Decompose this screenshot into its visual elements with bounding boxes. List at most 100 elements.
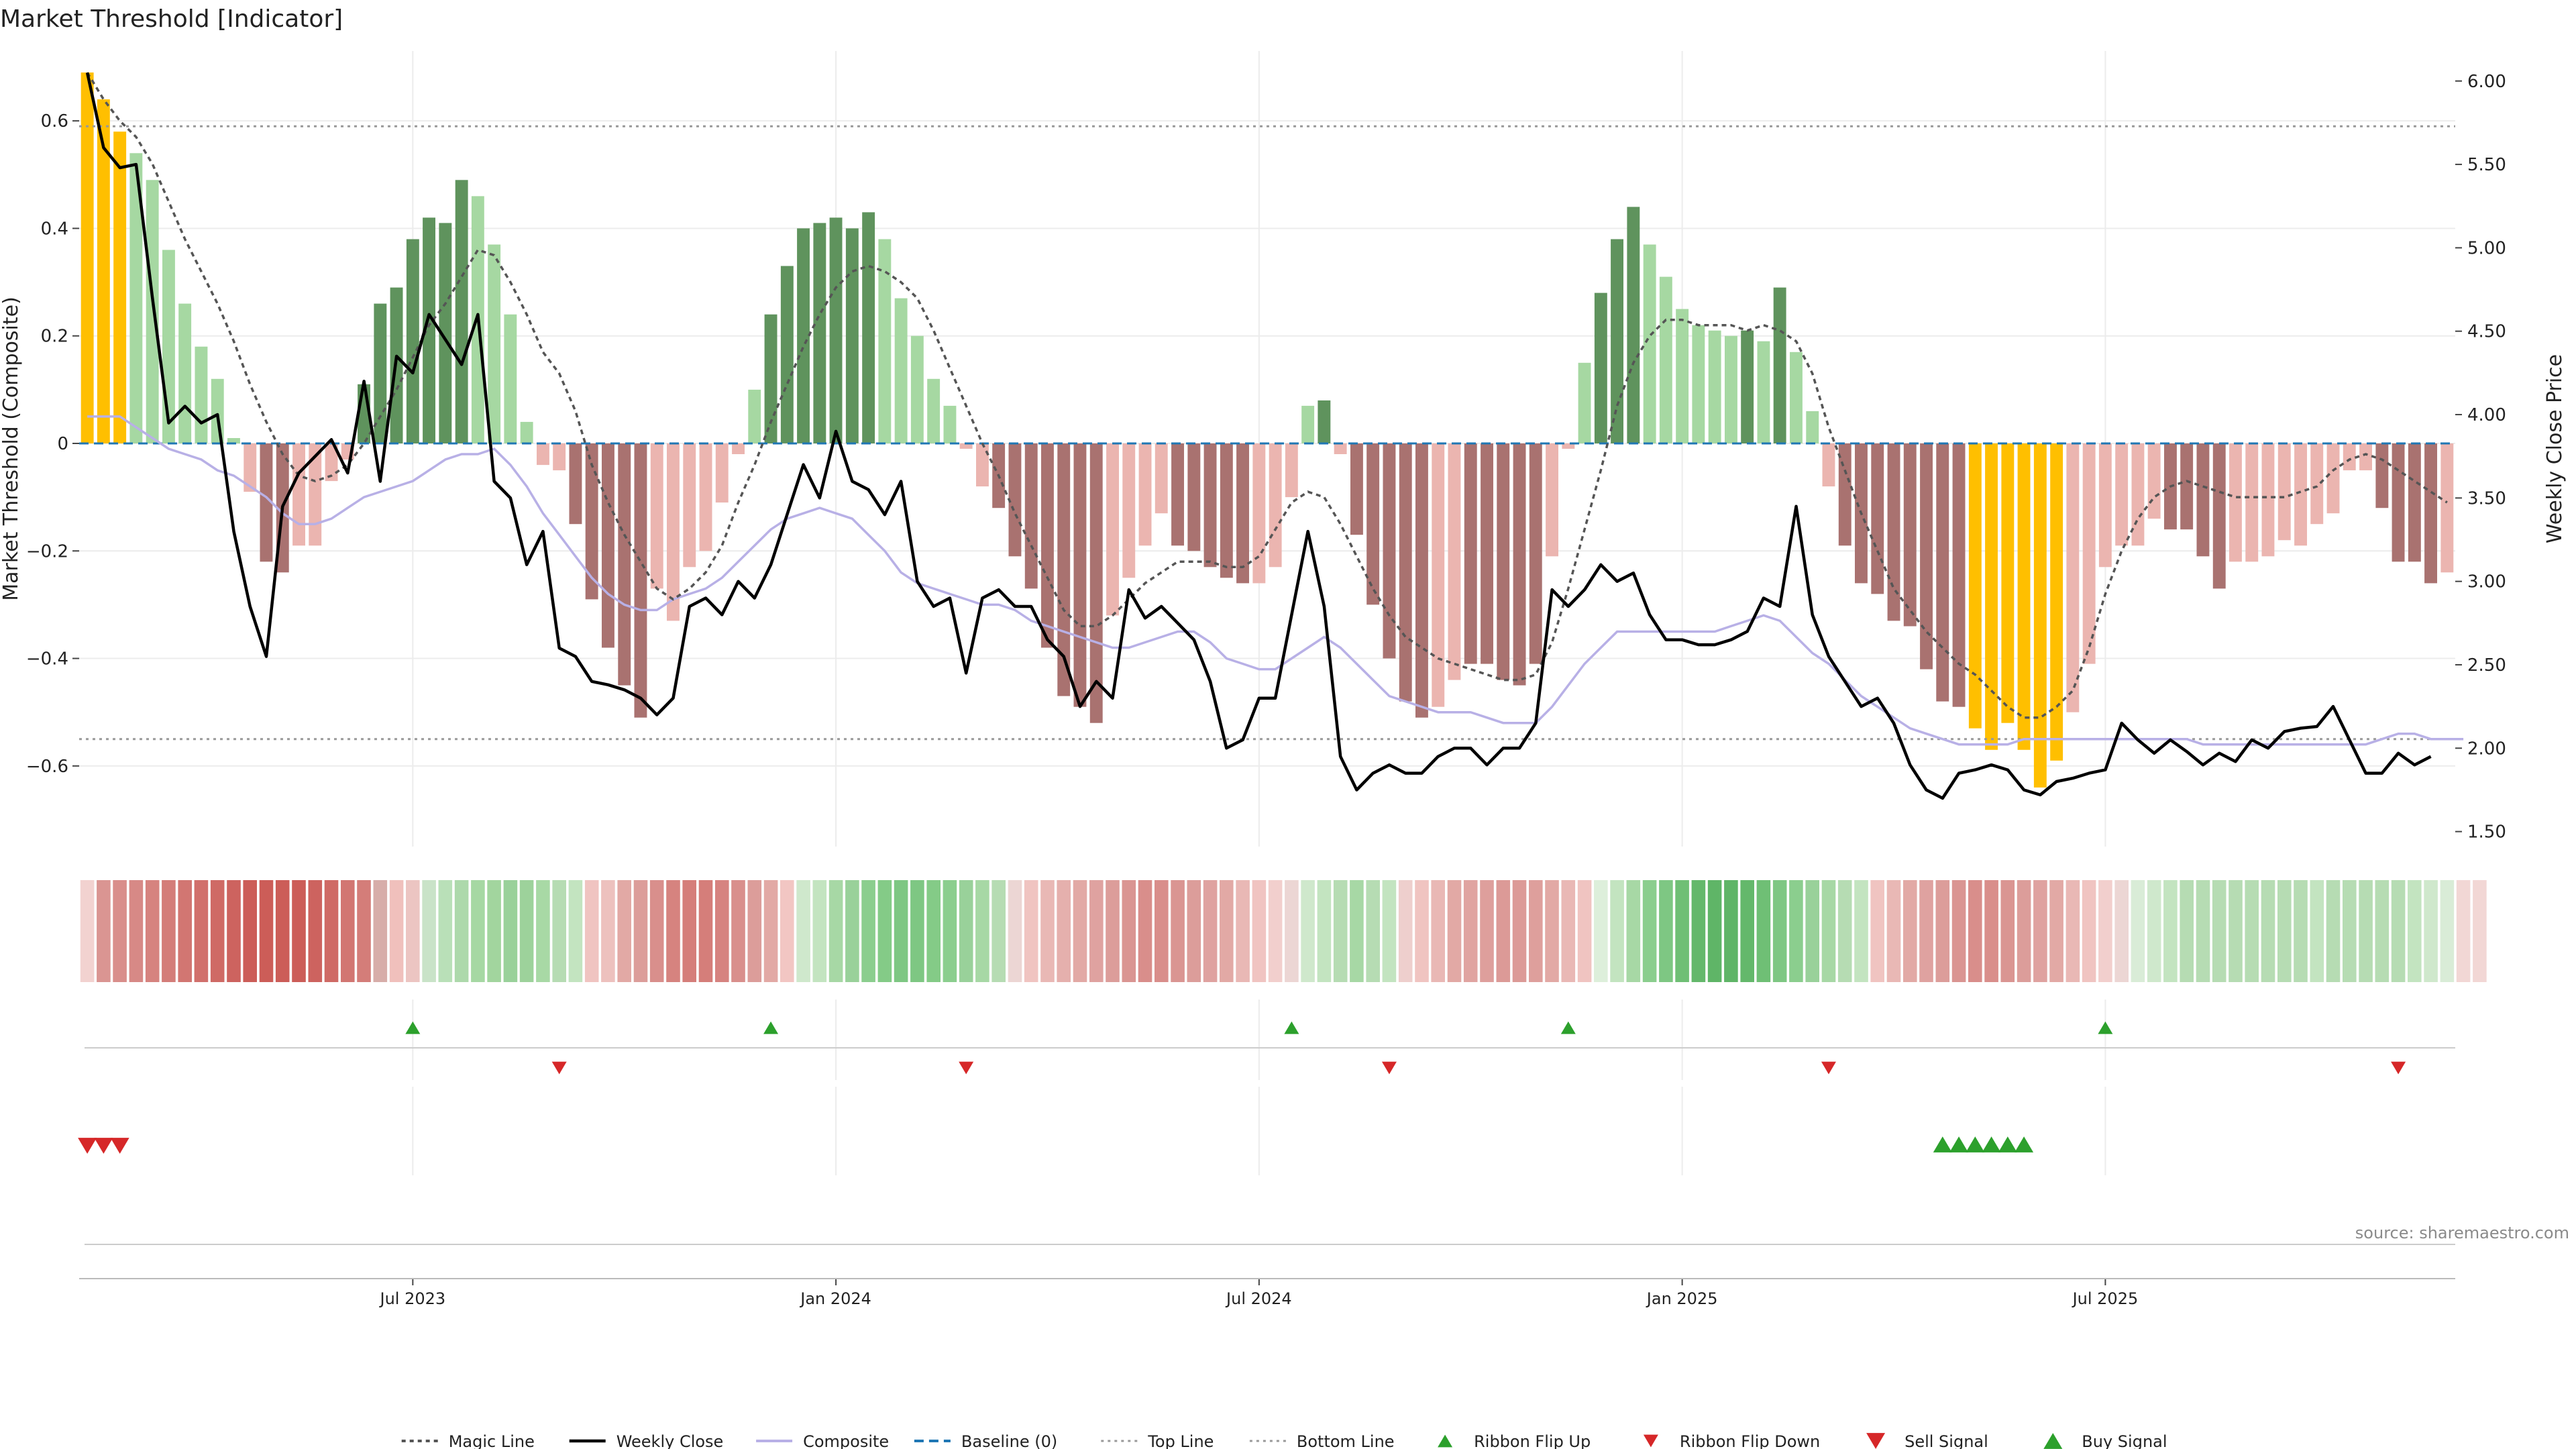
- y-left-tick-label: −0.4: [26, 649, 68, 669]
- legend-label: Baseline (0): [961, 1432, 1057, 1449]
- ribbon-cell: [1138, 880, 1152, 982]
- legend-label: Sell Signal: [1904, 1432, 1988, 1449]
- composite-bar: [732, 443, 745, 454]
- ribbon-cell: [584, 880, 599, 982]
- composite-bar: [2326, 443, 2340, 514]
- ribbon-cell: [275, 880, 290, 982]
- ribbon-cell: [2277, 880, 2292, 982]
- composite-bar: [1138, 443, 1152, 546]
- composite-bar: [423, 217, 435, 443]
- ribbon-cell: [162, 880, 176, 982]
- ribbon-cell: [1024, 880, 1038, 982]
- composite-bar: [1757, 341, 1770, 443]
- sell-signal-marker: [78, 1138, 97, 1154]
- legend-weekly-close: Weekly Close: [569, 1432, 724, 1449]
- composite-bar: [1448, 443, 1461, 680]
- legend-bottom-line: Bottom Line: [1249, 1432, 1395, 1449]
- ribbon-cell: [1935, 880, 1950, 982]
- ribbon-cell: [519, 880, 534, 982]
- ribbon-cell: [1398, 880, 1413, 982]
- ribbon-cell: [243, 880, 257, 982]
- ribbon-cell: [1870, 880, 1884, 982]
- composite-bar: [1611, 239, 1623, 443]
- ribbon-cell: [1301, 880, 1315, 982]
- composite-bar: [1041, 443, 1054, 648]
- y-left-axis-label: Market Threshold (Composite): [0, 297, 23, 601]
- ribbon-cell: [1968, 880, 1982, 982]
- legend: Magic Line Weekly Close Composite Baseline …: [401, 1432, 2167, 1449]
- composite-bar: [2424, 443, 2437, 584]
- ribbon-cell: [113, 880, 127, 982]
- ribbon-flip-down-marker: [2391, 1061, 2406, 1075]
- ribbon-cell: [1626, 880, 1641, 982]
- composite-bar: [569, 443, 582, 525]
- x-tick-label: Jul 2025: [2072, 1289, 2139, 1308]
- ribbon-cell: [1821, 880, 1836, 982]
- composite-bar: [1073, 443, 1087, 707]
- ribbon-cell: [2245, 880, 2259, 982]
- composite-bar: [650, 443, 663, 589]
- composite-bar: [2033, 443, 2047, 788]
- ribbon-cell: [389, 880, 404, 982]
- ribbon-cell: [2375, 880, 2390, 982]
- y-left-tick-label: 0.6: [41, 111, 68, 131]
- ribbon-strip: [80, 880, 2487, 982]
- ribbon-cell: [503, 880, 518, 982]
- composite-bar: [2440, 443, 2454, 573]
- y-right-tick-label: 6.00: [2467, 72, 2506, 92]
- ribbon-cell: [2326, 880, 2341, 982]
- composite-bar: [927, 378, 941, 443]
- composite-bar: [585, 443, 598, 600]
- ribbon-cell: [1642, 880, 1657, 982]
- legend-label: Composite: [803, 1432, 889, 1449]
- legend-magic-line: Magic Line: [401, 1432, 535, 1449]
- composite-bar: [520, 421, 533, 443]
- composite-bar: [1659, 276, 1672, 443]
- composite-bar: [797, 228, 810, 443]
- legend-label: Weekly Close: [616, 1432, 724, 1449]
- ribbon-cell: [617, 880, 631, 982]
- signal-panels: [78, 1000, 2455, 1279]
- ribbon-cell: [1707, 880, 1722, 982]
- y-left-tick-label: 0: [57, 434, 68, 454]
- legend-ribbon-flip-down: Ribbon Flip Down: [1643, 1432, 1820, 1449]
- ribbon-cell: [1675, 880, 1689, 982]
- ribbon-cell: [1561, 880, 1576, 982]
- composite-bar: [2408, 443, 2421, 562]
- composite-bar: [634, 443, 647, 718]
- ribbon-cell: [2114, 880, 2129, 982]
- ribbon-cell: [2082, 880, 2096, 982]
- composite-bar: [1676, 309, 1689, 443]
- buy-signal-marker: [1998, 1136, 2017, 1152]
- composite-bar: [699, 443, 712, 551]
- ribbon-cell: [1659, 880, 1673, 982]
- ribbon-cell: [2065, 880, 2080, 982]
- composite-bar: [1155, 443, 1168, 514]
- composite-bar: [553, 443, 566, 471]
- composite-bar: [1203, 443, 1217, 568]
- legend-label: Magic Line: [449, 1432, 535, 1449]
- ribbon-cell: [959, 880, 973, 982]
- ribbon-cell: [341, 880, 355, 982]
- composite-bar: [1008, 443, 1022, 557]
- composite-bar: [195, 346, 208, 443]
- ribbon-cell: [2424, 880, 2438, 982]
- composite-bar: [309, 443, 322, 546]
- legend-label: Buy Signal: [2082, 1432, 2167, 1449]
- composite-bar: [1920, 443, 1933, 669]
- composite-bar: [1773, 287, 1786, 443]
- composite-bar: [894, 298, 908, 443]
- ribbon-cell: [2408, 880, 2422, 982]
- ribbon-cell: [227, 880, 241, 982]
- ribbon-cell: [698, 880, 713, 982]
- composite-bar: [1968, 443, 1982, 729]
- ribbon-cell: [2473, 880, 2487, 982]
- composite-bar: [813, 223, 826, 443]
- composite-bar: [667, 443, 680, 621]
- composite-bar: [1529, 443, 1542, 664]
- ribbon-cell: [1691, 880, 1706, 982]
- ribbon-cell: [1317, 880, 1332, 982]
- composite-bar: [1643, 244, 1656, 443]
- composite-bar: [1220, 443, 1233, 578]
- ribbon-cell: [2049, 880, 2063, 982]
